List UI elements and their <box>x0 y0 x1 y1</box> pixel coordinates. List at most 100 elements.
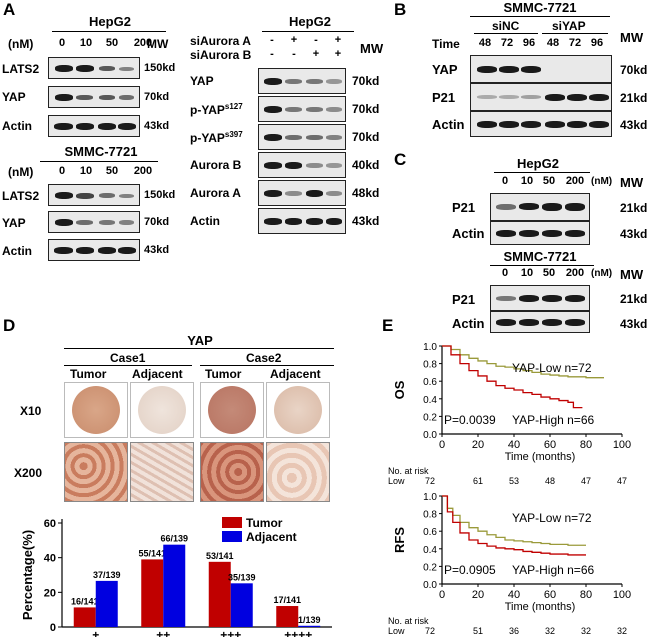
magnification-x200: X200 <box>14 466 43 480</box>
x-tick-label: + <box>92 628 99 637</box>
blot-band <box>521 66 541 73</box>
blot-band <box>567 94 587 101</box>
y-tick-label: 0.8 <box>423 360 437 371</box>
panel-e-letter: E <box>382 316 394 335</box>
mw-value: 43kd <box>144 120 170 132</box>
x-tick-label: ++++ <box>284 628 312 637</box>
blot-label: LATS2 <box>2 62 40 76</box>
mw-value: 48kd <box>352 186 380 200</box>
legend-swatch <box>222 517 242 528</box>
blot-band <box>306 135 323 140</box>
blot-label: Actin <box>452 316 485 331</box>
bar <box>95 580 118 627</box>
blot-band <box>55 192 73 199</box>
mw-value: 70kd <box>144 216 170 228</box>
y-axis-label: Percentage(%) <box>20 530 35 620</box>
panel-a-hepg2-dose-2: 50 <box>105 37 119 49</box>
blot-label: P21 <box>452 292 476 307</box>
x-tick-label: 20 <box>472 589 484 601</box>
at-risk-low-count: 32 <box>617 626 627 636</box>
tissue-frame <box>64 382 128 438</box>
dose: 0 <box>58 165 66 177</box>
blot-band <box>264 106 282 113</box>
y-tick-label: 40 <box>44 553 56 565</box>
x-tick-label: 60 <box>544 439 556 451</box>
blot-band <box>99 66 115 71</box>
blot-band <box>119 95 134 100</box>
case2-label: Case2 <box>246 351 282 365</box>
mw-value: 43kd <box>352 214 380 228</box>
km-curve <box>442 345 604 379</box>
km-os-chart: 0.0 0.2 0.4 0.6 0.8 1.0 0 20 40 60 80 100 Time (mont… <box>388 342 631 486</box>
blot-band <box>565 230 585 237</box>
y-tick-label: 0.6 <box>423 377 437 388</box>
bar <box>298 625 321 627</box>
mw-value: 40kd <box>352 158 380 172</box>
bar <box>208 561 231 627</box>
blot-band <box>496 204 516 210</box>
blot-band <box>54 247 73 254</box>
blot-band <box>76 95 93 100</box>
bar <box>73 607 96 627</box>
blot-band <box>545 94 565 101</box>
panel-a-smmc-title-line <box>40 161 158 162</box>
mw-value: 43kd <box>144 244 170 256</box>
blot-band <box>326 163 342 168</box>
km-low-label: YAP-Low n=72 <box>512 511 592 525</box>
western-blot-actin-c-smmc <box>490 311 590 333</box>
mw-value: 43kd <box>620 118 648 132</box>
x-tick-label: 20 <box>472 439 484 451</box>
case1-label: Case1 <box>110 351 146 365</box>
blot-band <box>76 123 94 130</box>
x-tick-label: 100 <box>613 439 631 451</box>
mw-value: 70kd <box>352 102 380 116</box>
y-tick-label: 0.8 <box>423 510 437 521</box>
blot-label: YAP <box>190 74 214 88</box>
western-blot-yap-right <box>258 68 346 94</box>
panel-b-mw: MW <box>620 30 644 45</box>
bar <box>141 559 164 627</box>
blot-band <box>118 247 136 254</box>
blot-band <box>326 218 342 225</box>
blot-band <box>542 230 562 237</box>
tissue-core-tumor-case2 <box>208 386 256 434</box>
at-risk-title: No. at risk <box>388 466 429 476</box>
y-tick-label: 0.2 <box>423 562 437 573</box>
panel-b-title-line <box>470 16 610 17</box>
blot-band <box>76 247 94 254</box>
y-tick-label: 60 <box>44 518 56 530</box>
tissue-frame <box>266 382 330 438</box>
km-p-value: P=0.0039 <box>444 413 496 427</box>
panel-a-hepg2-title: HepG2 <box>89 14 131 29</box>
western-blot-lats2-smmc <box>48 184 140 206</box>
blot-band <box>565 319 585 326</box>
p-yap-site: s397 <box>224 130 243 139</box>
dose: 200 <box>565 175 585 187</box>
panel-b-title: SMMC-7721 <box>503 0 577 15</box>
western-blot-p21-b <box>470 83 612 111</box>
y-axis-label: OS <box>392 380 407 399</box>
panel-b-group2: siYAP <box>552 19 586 33</box>
at-risk-low-count: 47 <box>617 476 627 486</box>
blot-band <box>119 220 134 225</box>
blot-label: Actin <box>2 119 32 133</box>
panel-b-time-label: Time <box>432 37 460 51</box>
panel-d-title-line <box>64 348 334 349</box>
panel-a-hepg2-title-line <box>52 31 166 32</box>
blot-label: Actin <box>190 214 220 228</box>
si-b-mark: - <box>270 48 274 60</box>
x-tick-label: +++ <box>220 628 241 637</box>
blot-band <box>521 95 541 99</box>
panel-b-group1: siNC <box>492 19 520 33</box>
mw-value: 43kd <box>620 227 648 241</box>
blot-band <box>264 162 282 169</box>
blot-band <box>55 65 73 72</box>
time: 96 <box>590 37 604 49</box>
si-a-mark: - <box>270 34 274 46</box>
y-tick-label: 0.4 <box>423 545 437 556</box>
at-risk-low-count: 32 <box>581 626 591 636</box>
at-risk-low-count: 48 <box>545 476 555 486</box>
km-low-label: YAP-Low n=72 <box>512 361 592 375</box>
blot-band <box>264 78 282 85</box>
x-tick-label: 0 <box>439 589 445 601</box>
